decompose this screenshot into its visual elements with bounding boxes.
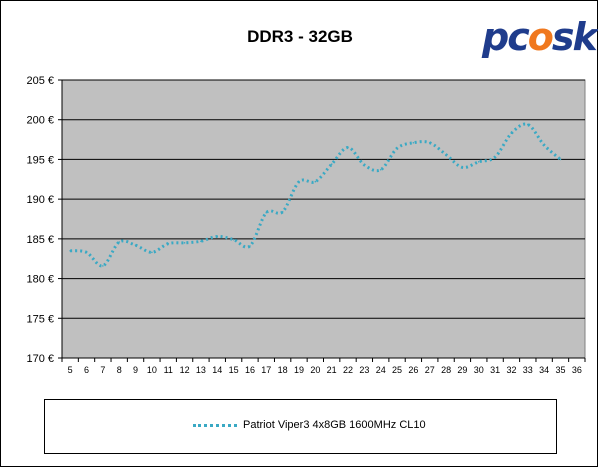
x-tick-label: 16 bbox=[245, 365, 255, 375]
data-point bbox=[396, 147, 398, 150]
data-point bbox=[494, 156, 496, 158]
legend-line-swatch bbox=[193, 423, 237, 427]
data-point bbox=[134, 244, 137, 247]
legend-item: Patriot Viper3 4x8GB 1600MHz CL10 bbox=[193, 419, 426, 431]
x-tick-label: 20 bbox=[310, 365, 320, 375]
data-point bbox=[379, 168, 382, 171]
y-tick-label: 185 € bbox=[26, 234, 54, 246]
x-tick-label: 7 bbox=[100, 365, 105, 375]
data-point bbox=[559, 158, 562, 161]
x-tick-label: 22 bbox=[343, 365, 353, 375]
x-axis: 5 6 7 8 9 10 11 12 13 14 15 16 17 18 19 20 21 22 23 24 25 26 2… bbox=[61, 357, 586, 375]
grid-lines bbox=[62, 79, 585, 319]
data-point bbox=[69, 249, 71, 252]
y-tick-label: 175 € bbox=[26, 313, 54, 325]
x-tick-label: 11 bbox=[164, 365, 173, 375]
legend-label: Patriot Viper3 4x8GB 1600MHz CL10 bbox=[243, 419, 426, 431]
x-tick-label: 32 bbox=[506, 365, 516, 375]
data-point bbox=[347, 146, 349, 149]
chart-title: DDR3 - 32GB bbox=[247, 27, 353, 46]
x-tick-label: 9 bbox=[133, 365, 138, 375]
x-tick-label: 28 bbox=[441, 365, 451, 375]
data-point bbox=[151, 251, 153, 254]
y-axis: 170 € 175 € 180 € 185 € 190 € 195 € 200 € 205 € bbox=[26, 75, 63, 365]
flame-icon: o bbox=[527, 15, 554, 59]
legend: Patriot Viper3 4x8GB 1600MHz CL10 bbox=[44, 399, 557, 454]
data-point bbox=[461, 166, 464, 169]
y-tick-label: 205 € bbox=[26, 75, 54, 87]
x-tick-label: 26 bbox=[408, 365, 418, 375]
data-point bbox=[363, 164, 366, 166]
series-layer bbox=[69, 122, 562, 268]
data-point bbox=[167, 242, 170, 245]
data-point bbox=[298, 180, 300, 183]
data-point bbox=[200, 240, 202, 243]
x-tick-label: 21 bbox=[327, 365, 337, 375]
data-point bbox=[314, 180, 317, 183]
data-point bbox=[118, 241, 121, 243]
x-tick-label: 27 bbox=[425, 365, 435, 375]
x-tick-label: 15 bbox=[229, 365, 239, 375]
x-tick-label: 30 bbox=[474, 365, 484, 375]
x-tick-label: 18 bbox=[278, 365, 288, 375]
data-point bbox=[249, 245, 251, 247]
x-tick-label: 35 bbox=[555, 365, 565, 375]
x-tick-label: 8 bbox=[117, 365, 122, 375]
data-point bbox=[510, 132, 513, 135]
data-point bbox=[477, 161, 480, 163]
data-point bbox=[281, 211, 284, 213]
x-tick-label: 31 bbox=[490, 365, 500, 375]
y-tick-label: 180 € bbox=[26, 274, 54, 286]
data-point bbox=[445, 153, 447, 156]
data-point bbox=[330, 163, 333, 165]
y-tick-label: 170 € bbox=[26, 353, 54, 365]
y-tick-label: 200 € bbox=[26, 115, 54, 127]
data-point bbox=[412, 141, 415, 144]
x-tick-label: 14 bbox=[212, 365, 222, 375]
y-tick-label: 190 € bbox=[26, 194, 54, 206]
data-point bbox=[232, 238, 235, 241]
data-point bbox=[526, 123, 529, 126]
data-point bbox=[265, 211, 268, 214]
x-tick-label: 36 bbox=[572, 365, 582, 375]
data-point bbox=[183, 242, 186, 244]
x-tick-label: 29 bbox=[457, 365, 467, 375]
data-point bbox=[102, 265, 104, 267]
x-tick-label: 13 bbox=[196, 365, 206, 375]
pcosk-logo: pcosk bbox=[482, 15, 598, 59]
x-tick-label: 5 bbox=[68, 365, 73, 375]
x-tick-label: 25 bbox=[392, 365, 402, 375]
data-point bbox=[428, 141, 431, 144]
x-tick-label: 10 bbox=[147, 365, 157, 375]
data-point bbox=[85, 251, 88, 254]
y-tick-label: 195 € bbox=[26, 154, 54, 166]
x-tick-label: 34 bbox=[539, 365, 549, 375]
x-tick-label: 24 bbox=[376, 365, 386, 375]
data-point bbox=[216, 235, 219, 238]
x-tick-label: 12 bbox=[180, 365, 190, 375]
x-tick-label: 33 bbox=[523, 365, 533, 375]
plot-area bbox=[61, 79, 586, 359]
x-tick-label: 23 bbox=[359, 365, 369, 375]
x-tick-label: 6 bbox=[84, 365, 89, 375]
x-tick-label: 17 bbox=[261, 365, 271, 375]
data-point bbox=[543, 144, 545, 146]
x-tick-label: 19 bbox=[294, 365, 304, 375]
